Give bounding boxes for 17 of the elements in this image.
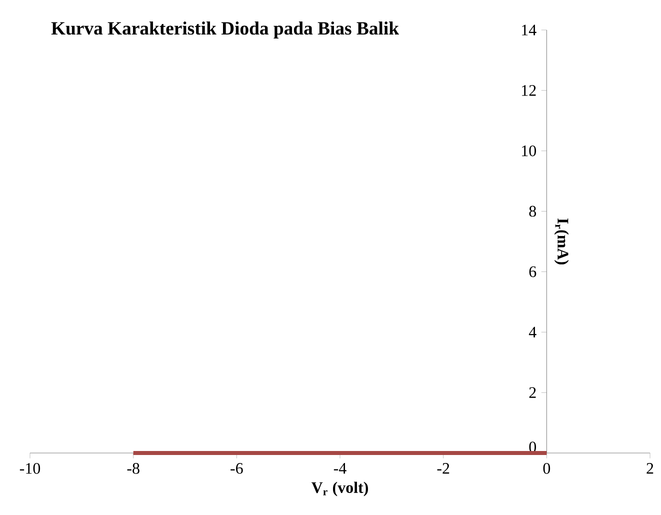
x-tick-label: -2	[437, 463, 450, 474]
y-tick-label: 4	[528, 326, 536, 338]
y-tick-label: 8	[529, 206, 536, 217]
chart-title: Kurva Karakteristik Dioda pada Bias Balik	[51, 22, 399, 38]
x-tick-label: -10	[20, 463, 40, 474]
x-tick-label: 2	[646, 463, 654, 474]
y-tick-label: 10	[522, 145, 536, 156]
x-tick-label: -6	[230, 463, 243, 474]
x-tick-label: 0	[543, 463, 550, 474]
x-tick-label: -8	[127, 463, 140, 474]
y-tick-label: 6	[529, 266, 536, 278]
x-tick-label: -4	[334, 463, 346, 474]
y-axis-title: I$_{r}$(mA)	[554, 218, 569, 264]
y-tick-label: 2	[529, 387, 536, 398]
y-tick-label: 12	[522, 85, 536, 96]
x-axis-title: V$_{r}$ (volt)	[312, 482, 368, 496]
y-tick-label: 14	[522, 24, 536, 36]
